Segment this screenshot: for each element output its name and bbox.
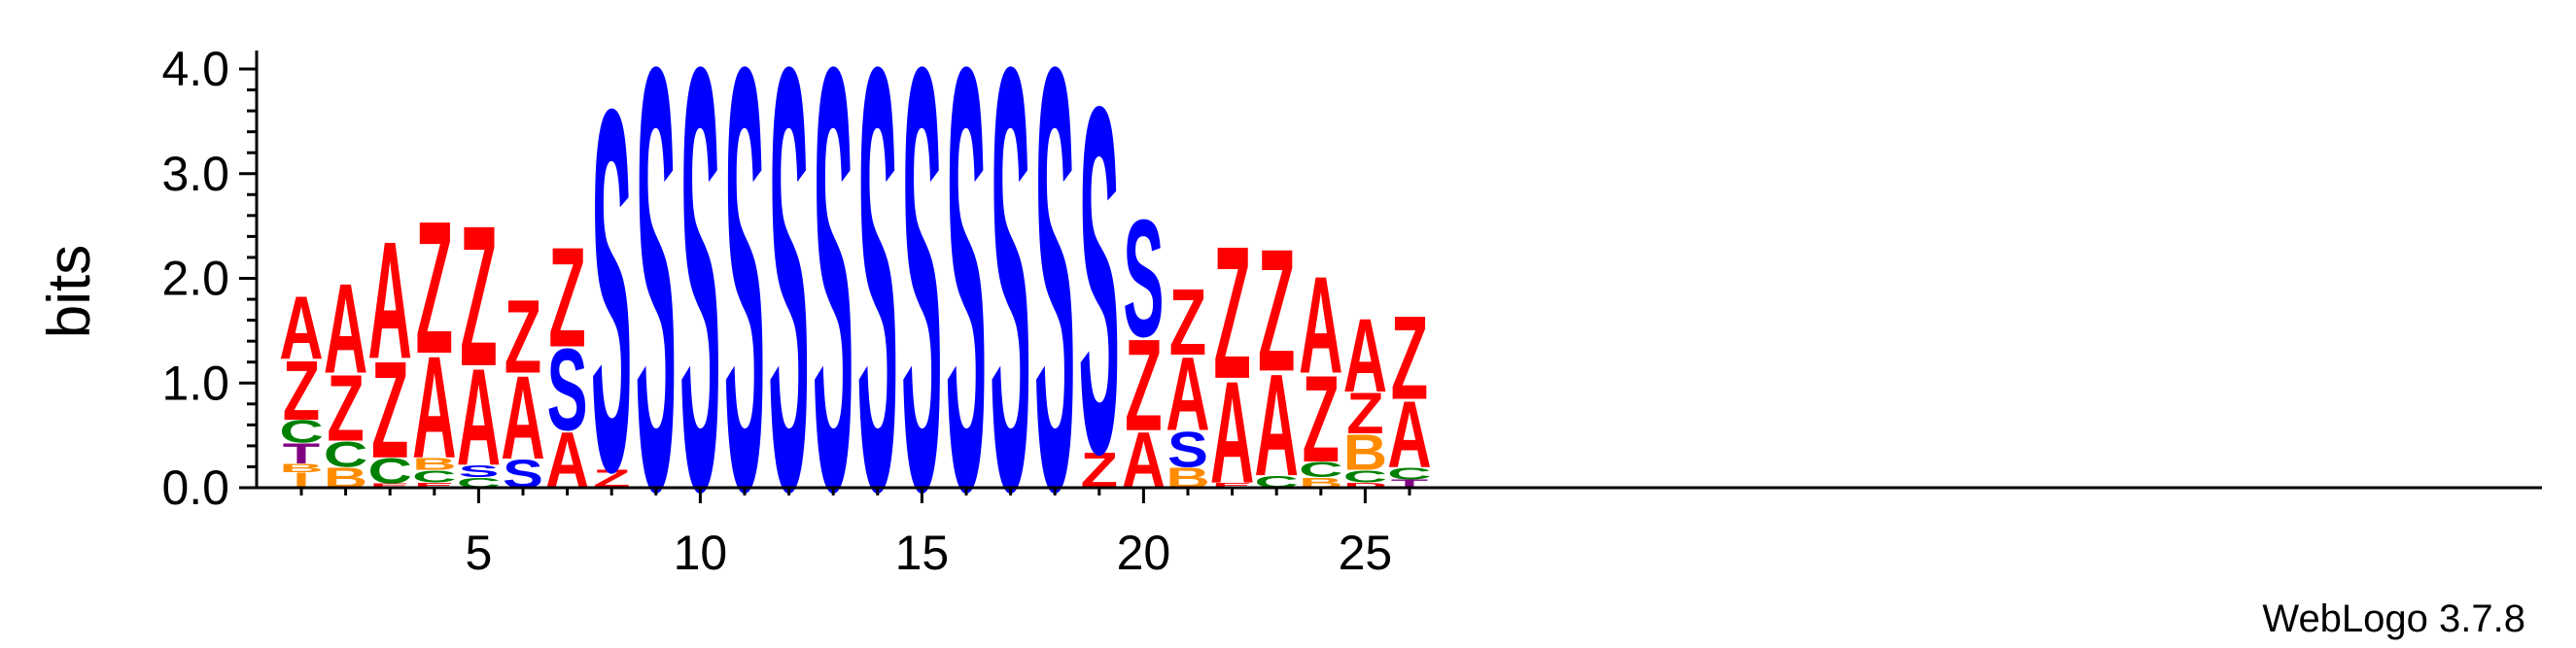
stack-pos-13: S [813, 0, 853, 616]
letter-s-pos-15: S [901, 0, 942, 616]
letter-z-pos-1: Z [283, 344, 320, 438]
stack-pos-9: S [636, 0, 677, 616]
letter-s-pos-9: S [636, 0, 677, 616]
letter-z-pos-3: Z [371, 334, 408, 488]
x-tick-label: 20 [1117, 526, 1171, 580]
letter-z-pos-5: Z [460, 186, 497, 409]
y-tick-label: 1.0 [161, 356, 229, 410]
footer-credit: WebLogo 3.7.8 [2262, 597, 2525, 640]
stack-pos-15: S [901, 0, 942, 616]
y-ticks: 0.0 1.0 2.0 3.0 4.0 [161, 42, 257, 515]
letter-c-pos-26: C [1387, 463, 1431, 483]
letter-a-pos-24: A [1299, 250, 1342, 403]
letter-s-pos-8: S [591, 4, 632, 580]
stack-pos-17: S [991, 0, 1031, 616]
letter-s-pos-20: S [1123, 187, 1164, 372]
stack-pos-8: ZS [591, 4, 632, 580]
letter-s-pos-18: S [1034, 0, 1075, 616]
letter-s-pos-16: S [946, 0, 987, 616]
letter-z-pos-7: Z [548, 218, 585, 377]
letter-a-pos-25: A [1343, 296, 1387, 414]
letter-e-pos-22: E [1212, 481, 1253, 489]
stack-pos-22: EAZ [1210, 207, 1254, 515]
y-axis-label: bits [36, 245, 103, 338]
stack-pos-11: S [724, 0, 765, 616]
letter-s-pos-7: S [547, 325, 588, 456]
letter-e-pos-3: E [369, 483, 410, 490]
letter-a-pos-4: A [412, 326, 456, 489]
x-tick-label: 5 [465, 526, 492, 580]
letter-a-pos-21: A [1166, 335, 1209, 453]
letter-d-pos-25: D [1343, 481, 1387, 489]
letter-s-pos-13: S [813, 0, 853, 616]
stack-pos-23: CAZ [1254, 212, 1298, 506]
letter-c-pos-24: C [1299, 458, 1342, 482]
axes: 0.0 1.0 2.0 3.0 4.0 5 10 15 20 25 [161, 42, 2542, 580]
letter-a-pos-1: A [279, 277, 323, 378]
stack-pos-7: ASZ [545, 218, 589, 505]
letter-t-pos-1: T [283, 437, 320, 469]
stack-pos-19: ZS [1079, 4, 1120, 556]
letter-c-pos-1: C [279, 414, 323, 450]
letter-c-pos-2: C [324, 433, 367, 474]
letter-z-pos-6: Z [505, 278, 541, 395]
y-tick-label: 3.0 [161, 147, 229, 201]
letter-a-pos-23: A [1255, 345, 1299, 507]
y-tick-label: 4.0 [161, 42, 229, 96]
letter-b-pos-25: B [1343, 426, 1387, 482]
stack-pos-18: S [1034, 0, 1075, 616]
y-tick-label: 0.0 [161, 460, 229, 515]
letter-e-pos-4: E [414, 481, 455, 489]
letter-c-pos-4: C [412, 466, 456, 486]
letter-z-pos-25: Z [1346, 381, 1383, 446]
letter-s-pos-21: S [1167, 422, 1208, 478]
stack-pos-6: SAZ [501, 278, 544, 497]
letter-z-pos-26: Z [1391, 291, 1428, 425]
letter-z-pos-21: Z [1169, 270, 1206, 375]
x-tick-label: 25 [1339, 526, 1393, 580]
x-tick-label: 10 [674, 526, 728, 580]
x-ticks: 5 10 15 20 25 [299, 488, 1411, 580]
letter-c-pos-25: C [1343, 466, 1387, 486]
stack-pos-16: S [946, 0, 987, 616]
letter-z-pos-24: Z [1303, 351, 1340, 489]
letter-s-pos-11: S [724, 0, 765, 616]
letter-a-pos-2: A [324, 257, 367, 400]
y-tick-label: 2.0 [161, 252, 229, 306]
letter-z-pos-2: Z [327, 357, 364, 461]
stack-pos-20: AZS [1122, 187, 1166, 505]
letter-s-pos-19: S [1079, 4, 1120, 556]
letter-a-pos-6: A [501, 351, 544, 484]
letter-z-pos-22: Z [1213, 207, 1250, 419]
letter-a-pos-5: A [457, 342, 501, 495]
letter-z-pos-23: Z [1258, 212, 1295, 408]
letter-z-pos-20: Z [1125, 313, 1162, 459]
stack-pos-12: S [769, 0, 810, 616]
letter-s-pos-10: S [679, 0, 720, 616]
stack-pos-10: S [679, 0, 720, 616]
letter-s-pos-14: S [857, 0, 898, 616]
letter-s-pos-5: S [458, 461, 499, 481]
letter-z-pos-4: Z [416, 182, 453, 393]
letter-a-pos-26: A [1387, 383, 1431, 488]
letter-s-pos-17: S [991, 0, 1031, 616]
letter-b-pos-4: B [412, 454, 456, 473]
letter-s-pos-12: S [769, 0, 810, 616]
letter-b-pos-1: B [279, 461, 323, 474]
x-tick-label: 15 [895, 526, 950, 580]
stack-pos-14: S [857, 0, 898, 616]
letter-c-pos-3: C [367, 451, 411, 492]
letter-a-pos-3: A [368, 208, 412, 393]
